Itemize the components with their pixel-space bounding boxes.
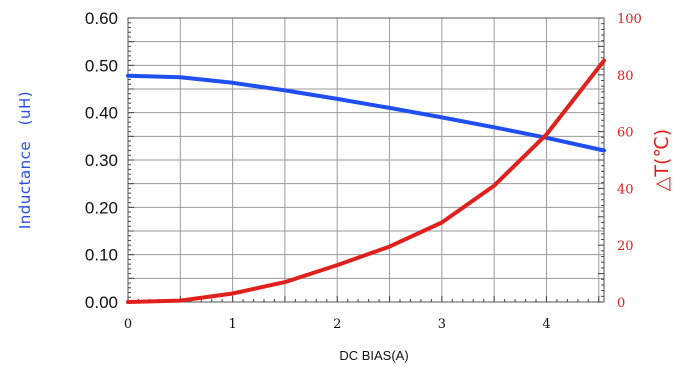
series-lines [126,58,606,304]
y-left-tick-label: 0.40 [85,104,118,123]
y-left-axis-label: Inductance (uH) [16,91,34,229]
x-tick-label: 2 [333,317,341,332]
y-left-tick-label: 0.20 [85,198,118,217]
y-right-tick-label: 20 [617,239,634,254]
y-right-tick-labels: 0 20 40 60 80 100 [617,12,642,311]
grid-lines [128,18,604,302]
temperature-line [126,58,606,304]
inductance-line [126,73,606,153]
x-tick-label: 0 [124,317,132,332]
x-axis-label: DC BIAS(A) [339,348,408,363]
y-left-tick-labels: 0.00 0.10 0.20 0.30 0.40 0.50 0.60 [85,9,118,312]
y-right-tick-label: 80 [617,69,634,84]
y-right-tick-label: 0 [617,296,625,311]
y-left-tick-label: 0.60 [85,9,118,28]
y-right-tick-label: 60 [617,126,634,141]
y-left-tick-label: 0.00 [85,293,118,312]
x-tick-label: 3 [438,317,446,332]
y-left-tick-label: 0.30 [85,151,118,170]
x-tick-label: 1 [228,317,236,332]
y-right-axis-label: △T(℃) [651,129,673,191]
x-tick-label: 4 [542,317,550,332]
y-right-tick-label: 100 [617,12,642,27]
y-left-tick-label: 0.50 [85,56,118,75]
y-left-tick-label: 0.10 [85,246,118,265]
x-tick-labels: 0 1 2 3 4 [124,317,551,332]
y-right-tick-label: 40 [617,182,634,197]
